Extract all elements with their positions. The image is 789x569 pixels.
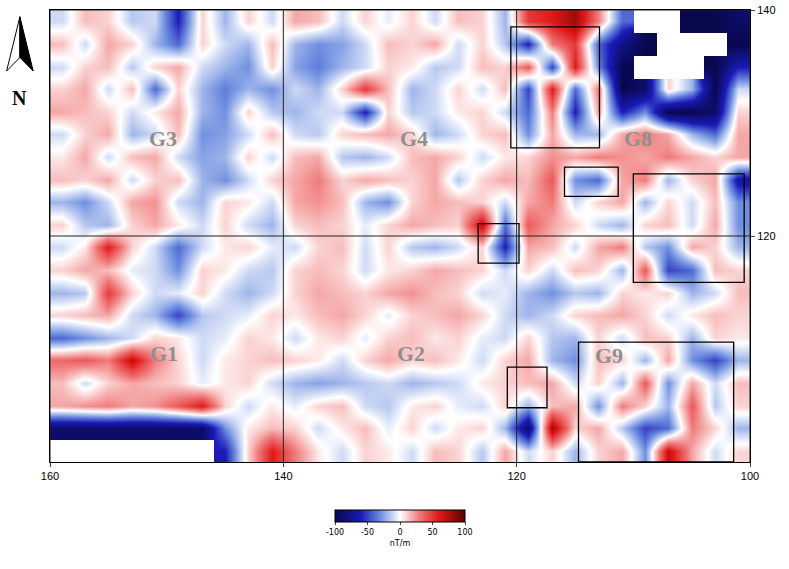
svg-text:50: 50 bbox=[427, 528, 437, 537]
svg-text:nT/m: nT/m bbox=[390, 539, 411, 548]
svg-text:100: 100 bbox=[741, 470, 759, 482]
svg-text:G9: G9 bbox=[595, 343, 623, 368]
svg-text:100: 100 bbox=[457, 528, 472, 537]
svg-text:G2: G2 bbox=[397, 341, 425, 366]
svg-text:G8: G8 bbox=[624, 126, 652, 151]
svg-text:140: 140 bbox=[274, 470, 292, 482]
svg-text:120: 120 bbox=[757, 230, 775, 242]
svg-text:-100: -100 bbox=[326, 528, 344, 537]
svg-text:G1: G1 bbox=[150, 341, 178, 366]
svg-text:N: N bbox=[12, 87, 27, 109]
svg-text:G4: G4 bbox=[400, 126, 428, 151]
svg-text:-50: -50 bbox=[361, 528, 374, 537]
svg-text:160: 160 bbox=[41, 470, 59, 482]
svg-text:140: 140 bbox=[757, 4, 775, 16]
svg-text:G3: G3 bbox=[149, 126, 177, 151]
svg-text:0: 0 bbox=[397, 528, 402, 537]
svg-text:120: 120 bbox=[507, 470, 525, 482]
